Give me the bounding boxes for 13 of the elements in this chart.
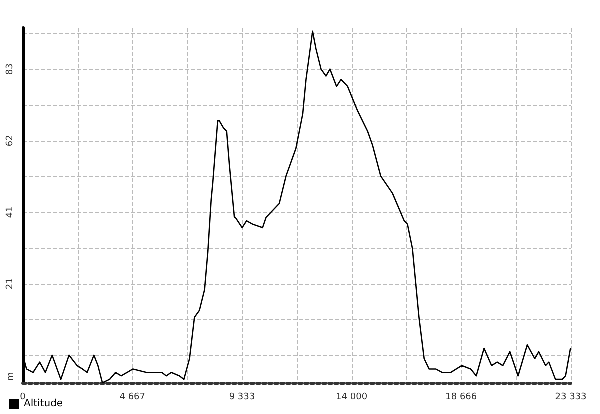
y-axis-title: m xyxy=(6,372,16,381)
y-tick-label: 62 xyxy=(6,135,16,147)
y-tick-label: 21 xyxy=(6,278,16,290)
x-tick-label: 18 666 xyxy=(446,392,478,402)
x-tick-label: 0 xyxy=(20,392,26,402)
x-tick-label: 23 333 xyxy=(555,392,587,402)
y-tick-label: 83 xyxy=(6,64,16,76)
y-tick-label: 41 xyxy=(6,206,16,218)
x-tick-label: 4 667 xyxy=(120,392,146,402)
x-tick-label: 9 333 xyxy=(229,392,256,402)
x-tick-label: 14 000 xyxy=(336,392,368,402)
line-series xyxy=(22,30,572,384)
legend-label: Altitude xyxy=(24,398,64,410)
